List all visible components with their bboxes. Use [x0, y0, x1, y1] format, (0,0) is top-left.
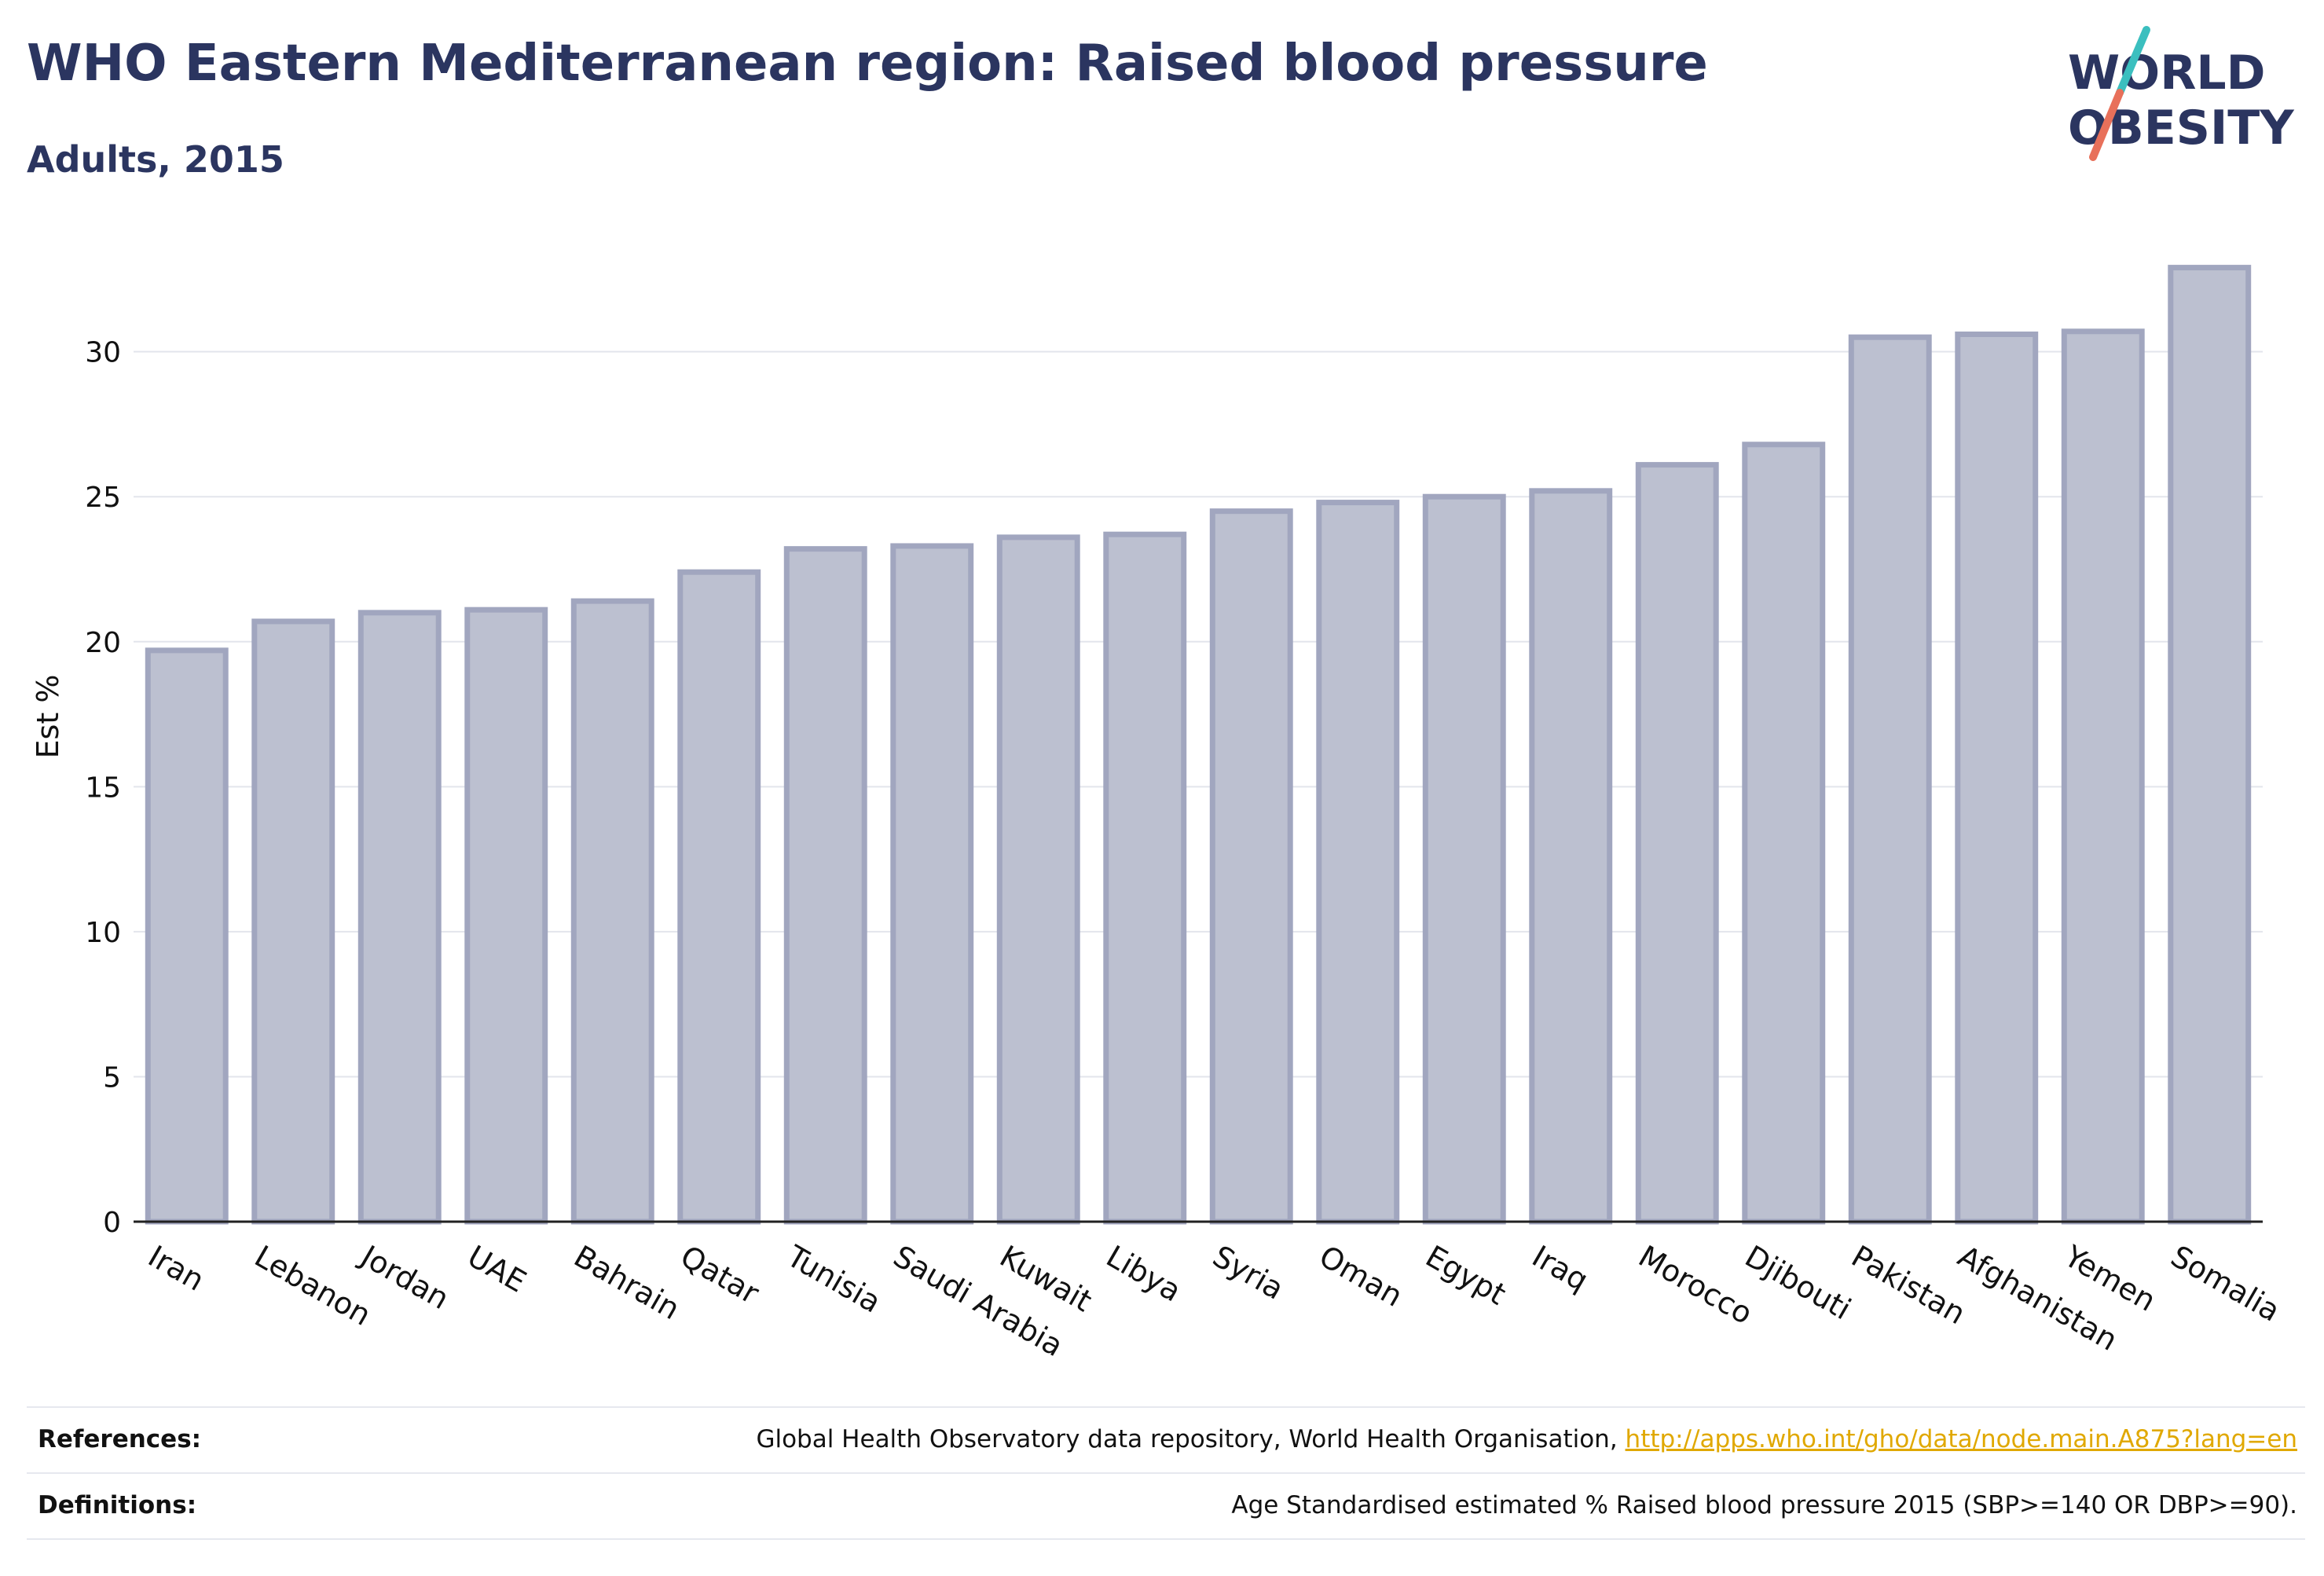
bar-libya — [1103, 531, 1187, 1225]
bar-bahrain — [570, 598, 654, 1225]
chart-footer: References: Global Health Observatory da… — [27, 1406, 2305, 1540]
bar-pakistan — [1848, 334, 1932, 1225]
x-tick-label: Iraq — [1527, 1239, 1594, 1298]
bar-iraq — [1529, 488, 1613, 1225]
x-tick-label: Tunisia — [780, 1238, 886, 1320]
references-row: References: Global Health Observatory da… — [27, 1406, 2305, 1472]
chart-title: WHO Eastern Mediterranean region: Raised… — [27, 35, 1708, 93]
references-value: Global Health Observatory data repositor… — [756, 1425, 2297, 1453]
definitions-text: Age Standardised estimated % Raised bloo… — [1231, 1491, 2297, 1519]
bar-tunisia — [783, 546, 867, 1225]
bar-afghanistan — [1955, 332, 2039, 1225]
bar-egypt — [1422, 493, 1506, 1225]
references-link[interactable]: http://apps.who.int/gho/data/node.main.A… — [1625, 1425, 2297, 1453]
bar-qatar — [677, 569, 761, 1225]
bar-somalia — [2168, 265, 2252, 1225]
references-text: Global Health Observatory data repositor… — [756, 1425, 1626, 1453]
x-tick-label: Morocco — [1633, 1239, 1758, 1332]
logo-slash-coral — [2089, 89, 2124, 161]
logo-text-world: WORLD — [2068, 46, 2265, 101]
bar-djibouti — [1742, 442, 1826, 1225]
y-tick-label: 30 — [85, 337, 121, 369]
x-tick-label: Qatar — [675, 1239, 765, 1311]
x-tick-label: Bahrain — [568, 1239, 685, 1327]
x-tick-label: Syria — [1207, 1239, 1289, 1307]
definitions-row: Definitions: Age Standardised estimated … — [27, 1472, 2305, 1540]
bar-jordan — [357, 610, 442, 1225]
y-tick-label: 0 — [103, 1207, 121, 1239]
bar-oman — [1316, 500, 1400, 1225]
bar-iran — [145, 647, 229, 1225]
x-tick-label: UAE — [462, 1239, 532, 1299]
bar-yemen — [2061, 328, 2145, 1225]
y-tick-label: 15 — [85, 772, 121, 804]
x-tick-label: Egypt — [1420, 1239, 1512, 1312]
bar-saudi-arabia — [890, 543, 974, 1225]
x-tick-label: Djibouti — [1739, 1239, 1857, 1327]
logo-slash-teal — [2116, 26, 2150, 97]
bars — [145, 265, 2252, 1225]
x-tick-label: Iran — [142, 1239, 210, 1298]
x-tick-label: Oman — [1314, 1239, 1409, 1314]
y-axis-label: Est % — [31, 675, 65, 759]
definitions-label: Definitions: — [38, 1491, 197, 1519]
bar-morocco — [1635, 462, 1719, 1225]
bar-syria — [1209, 508, 1293, 1225]
x-tick-label: Somalia — [2165, 1239, 2286, 1329]
x-tick-label: Lebanon — [249, 1239, 377, 1332]
world-obesity-logo: WORLD OBESITY — [2068, 26, 2295, 161]
y-tick-label: 5 — [103, 1061, 121, 1094]
references-label: References: — [38, 1425, 202, 1453]
y-tick-label: 10 — [85, 917, 121, 949]
grid-lines — [134, 350, 2263, 1078]
x-tick-label: Libya — [1101, 1239, 1187, 1309]
chart-subtitle: Adults, 2015 — [27, 138, 284, 181]
x-tick-label: Pakistan — [1846, 1239, 1971, 1332]
y-tick-label: 20 — [85, 627, 121, 659]
bar-lebanon — [251, 618, 335, 1225]
bar-uae — [464, 607, 548, 1225]
y-tick-label: 25 — [85, 482, 121, 514]
bar-kuwait — [996, 534, 1080, 1225]
